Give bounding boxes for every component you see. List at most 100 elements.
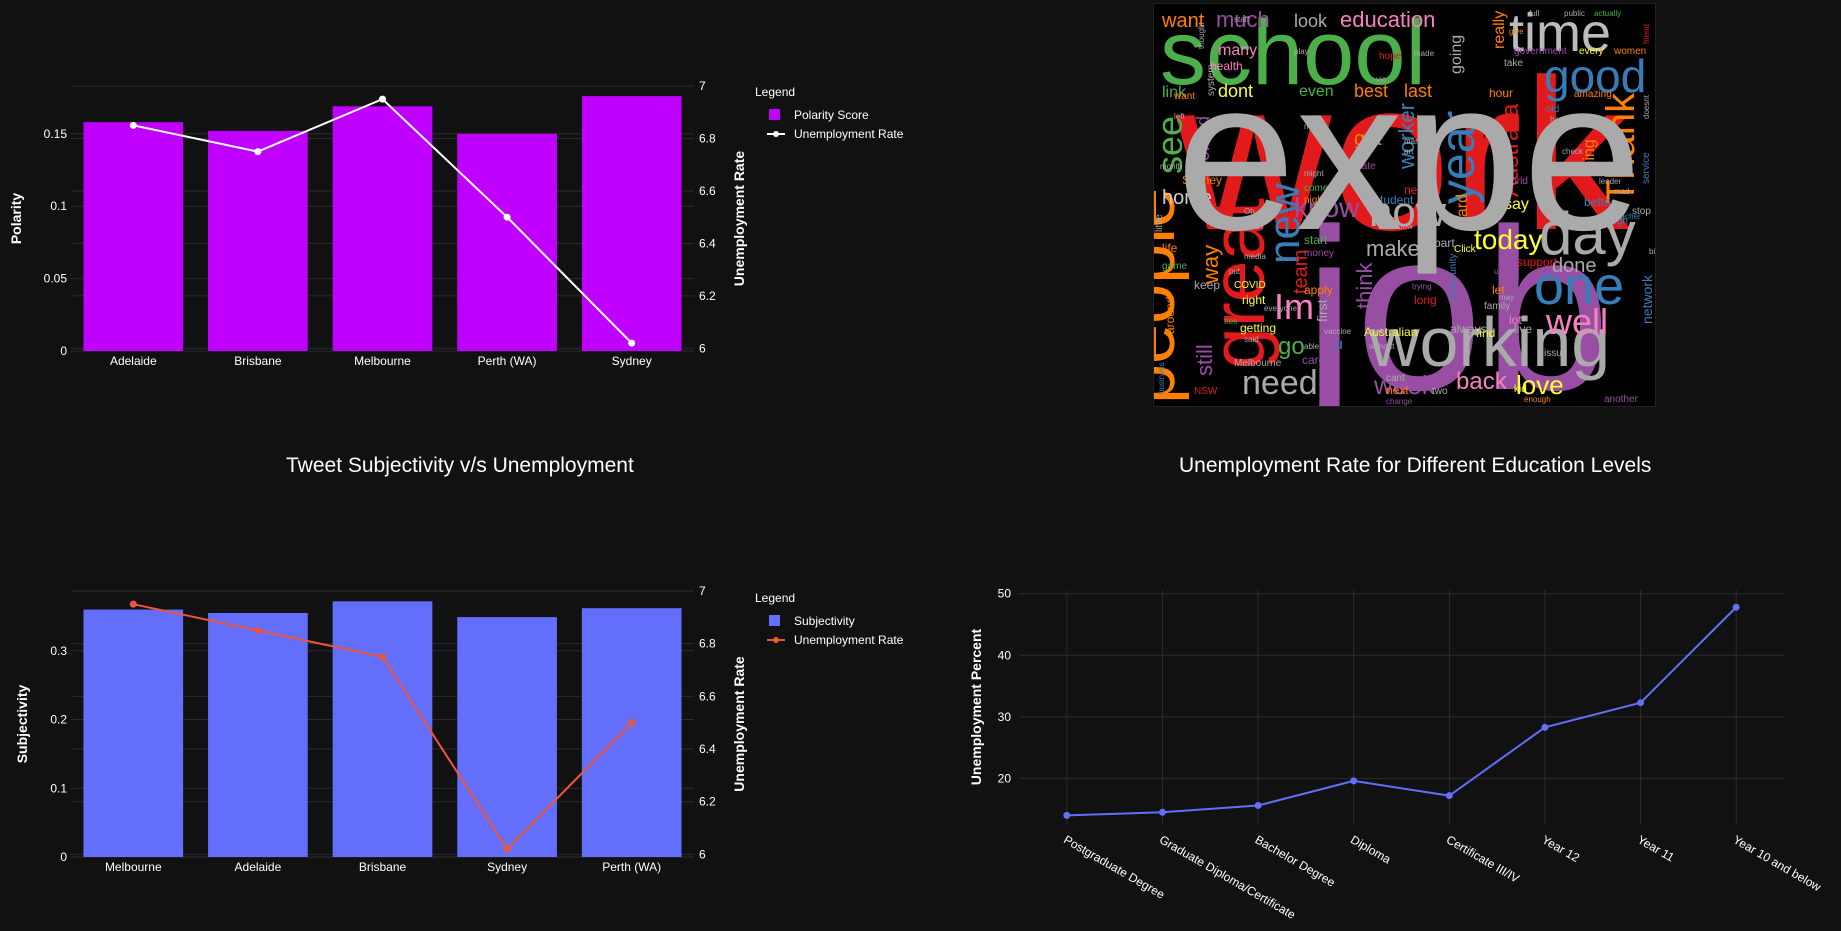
y2-tick-label: 6.4 [699, 742, 716, 756]
wordcloud-word: left [1174, 112, 1185, 121]
wordcloud-word: got [1354, 128, 1382, 150]
wordcloud-word: said [1244, 335, 1259, 344]
y2-tick-label: 6.8 [699, 637, 716, 651]
wordcloud-word: always [1450, 322, 1487, 336]
wordcloud-word: free [1224, 317, 1238, 326]
wordcloud-word: Click [1454, 244, 1477, 255]
subjectivity-vs-unemployment-chart: 6 6.2 6.4 6.6 6.8 7 0 0.1 0.2 0.3 Melbourne Adelaid… [14, 584, 904, 874]
wordcloud-word: game [1162, 261, 1187, 272]
wordcloud-word: women [1613, 46, 1646, 57]
y2-tick-label: 6 [699, 847, 706, 861]
wordcloud-word: worker [1394, 103, 1419, 170]
point-year-10-and-below [1732, 603, 1740, 611]
wordcloud-word: leader [1599, 177, 1622, 186]
bar-melbourne [332, 106, 433, 351]
bar-adelaide [83, 122, 184, 352]
wordcloud-word: public [1564, 9, 1585, 18]
wordcloud-word: trying [1412, 282, 1432, 291]
wordcloud-word: keep [1194, 278, 1220, 292]
legend-item-line: Unemployment Rate [794, 633, 904, 647]
y2-axis-title: Unemployment Rate [731, 656, 747, 792]
legend-bar-swatch [769, 615, 780, 626]
y2-tick-label: 6 [699, 341, 706, 355]
point-graduate-diploma-certificate [1158, 808, 1166, 816]
wordcloud-word: might [1304, 169, 1324, 178]
wordcloud-word: back [1456, 368, 1508, 395]
wordcloud-word: state [1354, 161, 1376, 172]
wordcloud-word: feel [1244, 218, 1263, 232]
wordcloud-word: hope [1379, 51, 1402, 62]
y2-tick-label: 6.4 [699, 236, 716, 250]
point-bachelor-degree [1254, 802, 1262, 810]
wordcloud-word: must [1304, 122, 1322, 131]
wordcloud-word: staff [1234, 15, 1250, 24]
wordcloud-word: around [1163, 297, 1177, 334]
wordcloud-word: start [1304, 233, 1328, 247]
wordcloud-word: high [1609, 216, 1628, 227]
y2-tick-label: 7 [699, 79, 706, 93]
wordcloud-word: show [1394, 222, 1413, 231]
legend-title: Legend [755, 591, 795, 605]
wordcloud-word: experience [1176, 34, 1655, 275]
wordcloud-word: great [1196, 198, 1280, 369]
wordcloud-word: used [1494, 267, 1511, 276]
x-tick-label: Certificate III/IV [1444, 832, 1522, 885]
wordcloud-word: old [1546, 104, 1559, 115]
wordcloud-word: network [1639, 274, 1655, 324]
wordcloud-word: month [1160, 162, 1182, 171]
wordcloud-word: right [1242, 293, 1266, 307]
x-tick-label: Brisbane [359, 860, 407, 874]
x-tick-label: Melbourne [105, 860, 162, 874]
x-tick-label: Melbourne [354, 354, 411, 368]
wordcloud-word: yeah [1484, 125, 1501, 134]
y-tick-label: 0.15 [44, 127, 68, 141]
bar-perth-wa [457, 133, 557, 351]
line-point-adelaide [129, 121, 137, 129]
wordcloud-word: friend [1642, 24, 1651, 44]
wordcloud-word: hour [1489, 86, 1513, 100]
wordcloud-word: worked [1193, 116, 1213, 175]
wordcloud-word: today [1474, 224, 1543, 255]
subjectivity-chart-title: Tweet Subjectivity v/s Unemployment [286, 454, 634, 477]
wordcloud-word: make [1366, 236, 1420, 261]
y2-tick-label: 7 [699, 584, 706, 598]
wordcloud-word: give [1509, 27, 1524, 36]
wordcloud-word: home [1162, 187, 1212, 209]
wordcloud-word: Ive [1574, 176, 1588, 187]
wordcloud-word: government [1514, 46, 1567, 57]
wordcloud-word: best [1354, 81, 1388, 101]
wordcloud-word: job [1298, 181, 1611, 406]
wordcloud-word: see [1154, 116, 1190, 174]
point-postgraduate-degree [1063, 811, 1071, 819]
wordcloud-word: amazing [1574, 89, 1612, 100]
bar-brisbane [332, 601, 433, 857]
wordcloud-word: good [1544, 50, 1646, 102]
wordcloud-word: money [1304, 248, 1334, 259]
y2-tick-label: 6.8 [699, 131, 716, 145]
legend-item-line: Unemployment Rate [794, 127, 904, 141]
wordcloud-word: may [1499, 293, 1514, 302]
wordcloud-word: Im [1274, 286, 1314, 327]
education-chart-title: Unemployment Rate for Different Educatio… [1179, 454, 1652, 477]
wordcloud-word: thing [1581, 139, 1598, 174]
point-diploma [1350, 777, 1358, 785]
line-point-adelaide [254, 627, 262, 635]
wordcloud-word: support [1517, 255, 1558, 269]
legend-line-marker [773, 637, 779, 643]
x-tick-label: Adelaide [235, 860, 282, 874]
x-tick-label: Perth (WA) [478, 354, 537, 368]
education-unemployment-line [1066, 606, 1737, 817]
y-tick-label: 0.1 [50, 199, 67, 213]
y-tick-label: 0.1 [50, 781, 67, 795]
wordcloud-word: many [1218, 42, 1257, 59]
bar-sydney [581, 96, 682, 351]
wordcloud-word: live [1514, 322, 1532, 336]
wordcloud-word: even [1299, 83, 1334, 100]
wordcloud-word: kid [1514, 384, 1527, 395]
wordcloud-word: hard [1454, 194, 1471, 226]
bar-adelaide [208, 612, 308, 857]
point-year-12 [1541, 723, 1549, 731]
wordcloud-word: week [1373, 370, 1436, 400]
